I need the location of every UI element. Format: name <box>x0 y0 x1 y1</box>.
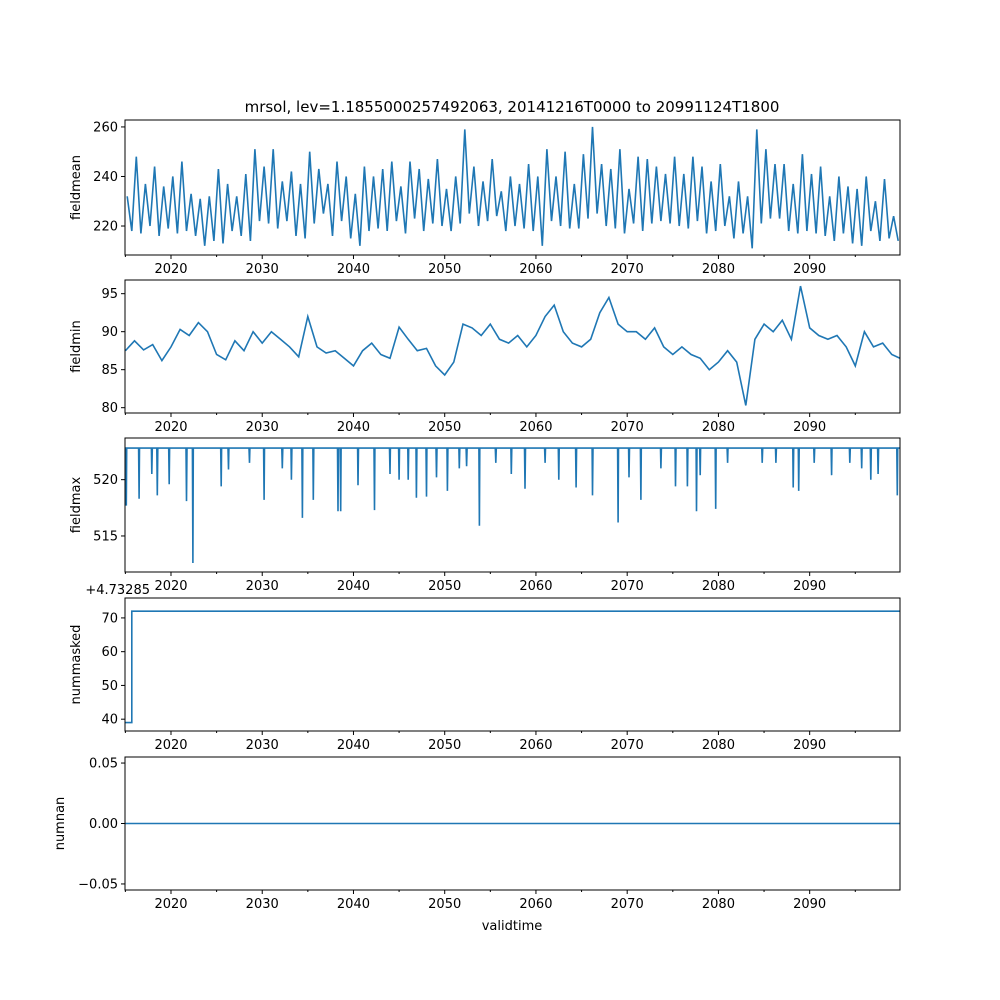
panel-fieldmean: 220 240 260 2020 2030 2040 2050 2060 2070 2080 209… <box>69 119 901 277</box>
y-tick-label: 515 <box>93 529 118 544</box>
x-tick-label: 2060 <box>519 579 552 594</box>
data-line-fieldmin <box>125 285 900 406</box>
y-tick-label: 0.00 <box>89 817 118 832</box>
y-tick-label: 60 <box>101 645 118 660</box>
y-axis-label: nummasked <box>69 625 84 705</box>
y-tick-label: 260 <box>93 120 118 135</box>
x-tick-label: 2060 <box>519 420 552 435</box>
x-tick-label: 2050 <box>428 897 461 912</box>
x-tick-label: 2070 <box>611 738 644 753</box>
y-tick-label: 50 <box>101 679 118 694</box>
y-tick-label: 80 <box>101 401 118 416</box>
y-offset-text: +4.73285 <box>85 583 150 598</box>
x-tick-label: 2070 <box>611 262 644 277</box>
y-axis-label: fieldmax <box>69 477 84 534</box>
axes-frame <box>124 119 901 256</box>
y-tick-label: 220 <box>93 220 118 235</box>
panel-fieldmin: 80 85 90 95 2020 2030 2040 2050 2060 2070 2080 2090… <box>69 279 901 435</box>
x-tick-label: 2090 <box>793 897 826 912</box>
x-tick-label: 2060 <box>519 897 552 912</box>
y-axis-label: fieldmin <box>69 320 84 373</box>
axes-frame <box>124 597 901 732</box>
x-tick-label: 2090 <box>793 579 826 594</box>
x-tick-label: 2090 <box>793 420 826 435</box>
axes-frame <box>124 437 901 573</box>
data-line-fieldmax <box>125 447 900 564</box>
x-tick-label: 2020 <box>154 262 187 277</box>
x-tick-label: 2040 <box>337 262 370 277</box>
x-tick-label: 2020 <box>154 738 187 753</box>
y-axis-label: fieldmean <box>69 155 84 220</box>
panel-nummasked: 40 50 60 70 2020 2030 2040 2050 2060 2070 2080 2090… <box>69 583 901 753</box>
x-tick-label: 2050 <box>428 579 461 594</box>
x-tick-label: 2030 <box>246 262 279 277</box>
data-line-nummasked <box>125 610 900 724</box>
x-tick-label: 2050 <box>428 738 461 753</box>
x-tick-label: 2090 <box>793 262 826 277</box>
x-tick-label: 2030 <box>246 579 279 594</box>
y-axis-label: numnan <box>53 797 68 851</box>
x-tick-label: 2080 <box>702 262 735 277</box>
x-tick-label: 2030 <box>246 897 279 912</box>
x-tick-label: 2080 <box>702 738 735 753</box>
x-tick-label: 2090 <box>793 738 826 753</box>
x-tick-label: 2070 <box>611 579 644 594</box>
x-tick-label: 2020 <box>154 579 187 594</box>
x-tick-label: 2050 <box>428 262 461 277</box>
y-tick-label: 240 <box>93 170 118 185</box>
x-tick-label: 2020 <box>154 420 187 435</box>
x-tick-label: 2080 <box>702 897 735 912</box>
axes-frame <box>124 279 901 414</box>
x-tick-label: 2040 <box>337 738 370 753</box>
x-tick-label: 2070 <box>611 897 644 912</box>
x-tick-label: 2050 <box>428 420 461 435</box>
chart-title: mrsol, lev=1.1855000257492063, 20141216T… <box>245 98 780 116</box>
x-tick-label: 2060 <box>519 738 552 753</box>
y-tick-label: 0.05 <box>89 757 118 772</box>
panel-fieldmax: 515 520 2020 2030 2040 2050 2060 2070 2080 2090 fi… <box>69 437 901 594</box>
x-tick-label: 2040 <box>337 579 370 594</box>
y-tick-label: 40 <box>101 713 118 728</box>
y-tick-label: 85 <box>101 363 118 378</box>
x-tick-label: 2030 <box>246 420 279 435</box>
x-tick-label: 2020 <box>154 897 187 912</box>
x-tick-label: 2040 <box>337 420 370 435</box>
x-tick-label: 2080 <box>702 420 735 435</box>
x-tick-label: 2030 <box>246 738 279 753</box>
x-tick-label: 2060 <box>519 262 552 277</box>
y-tick-label: 90 <box>101 325 118 340</box>
x-tick-label: 2070 <box>611 420 644 435</box>
panel-numnan: −0.05 0.00 0.05 2020 2030 2040 2050 2060 2070 208… <box>53 756 901 912</box>
x-axis-label: validtime <box>482 919 543 934</box>
y-tick-label: −0.05 <box>78 877 118 892</box>
y-tick-label: 70 <box>101 611 118 626</box>
x-tick-label: 2080 <box>702 579 735 594</box>
y-tick-label: 95 <box>101 287 118 302</box>
data-line-fieldmean <box>126 126 899 249</box>
y-tick-label: 520 <box>93 473 118 488</box>
x-tick-label: 2040 <box>337 897 370 912</box>
